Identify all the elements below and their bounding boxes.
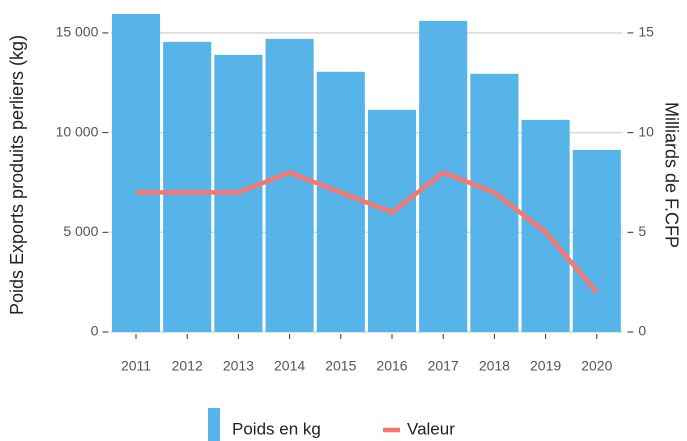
y2-tick-label: 15	[638, 24, 654, 40]
x-tick-label: 2015	[325, 358, 356, 374]
y2-tick-label: 0	[638, 323, 646, 339]
y-tick-label: 15 000	[56, 24, 99, 40]
x-tick-label: 2012	[172, 358, 203, 374]
x-tick-label: 2013	[223, 358, 254, 374]
x-tick-label: 2018	[479, 358, 510, 374]
x-tick-label: 2014	[274, 358, 305, 374]
legend-swatch	[208, 408, 220, 441]
y2-tick-label: 10	[638, 123, 654, 139]
x-tick-label: 2020	[581, 358, 612, 374]
x-tick-label: 2011	[121, 358, 151, 374]
bar	[367, 109, 417, 332]
bar	[265, 38, 314, 332]
x-tick-label: 2016	[376, 358, 407, 374]
legend-label: Valeur	[407, 419, 455, 438]
y-axis-title: Poids Exports produits perliers (kg)	[7, 35, 27, 315]
y-tick-label: 5 000	[63, 223, 98, 239]
legend-label: Poids en kg	[232, 419, 321, 438]
y-tick-label: 0	[91, 323, 99, 339]
bar	[111, 13, 161, 333]
bar	[419, 20, 468, 332]
bar	[163, 41, 212, 332]
y2-tick-label: 5	[638, 223, 646, 239]
bar	[316, 71, 365, 333]
line	[136, 170, 599, 294]
y2-axis-title: Milliards de F.CFP	[661, 102, 681, 248]
bar	[572, 149, 621, 332]
x-tick-label: 2017	[428, 358, 459, 374]
x-tick-label: 2019	[530, 358, 561, 374]
y-tick-label: 10 000	[56, 123, 99, 139]
bar	[521, 119, 570, 333]
